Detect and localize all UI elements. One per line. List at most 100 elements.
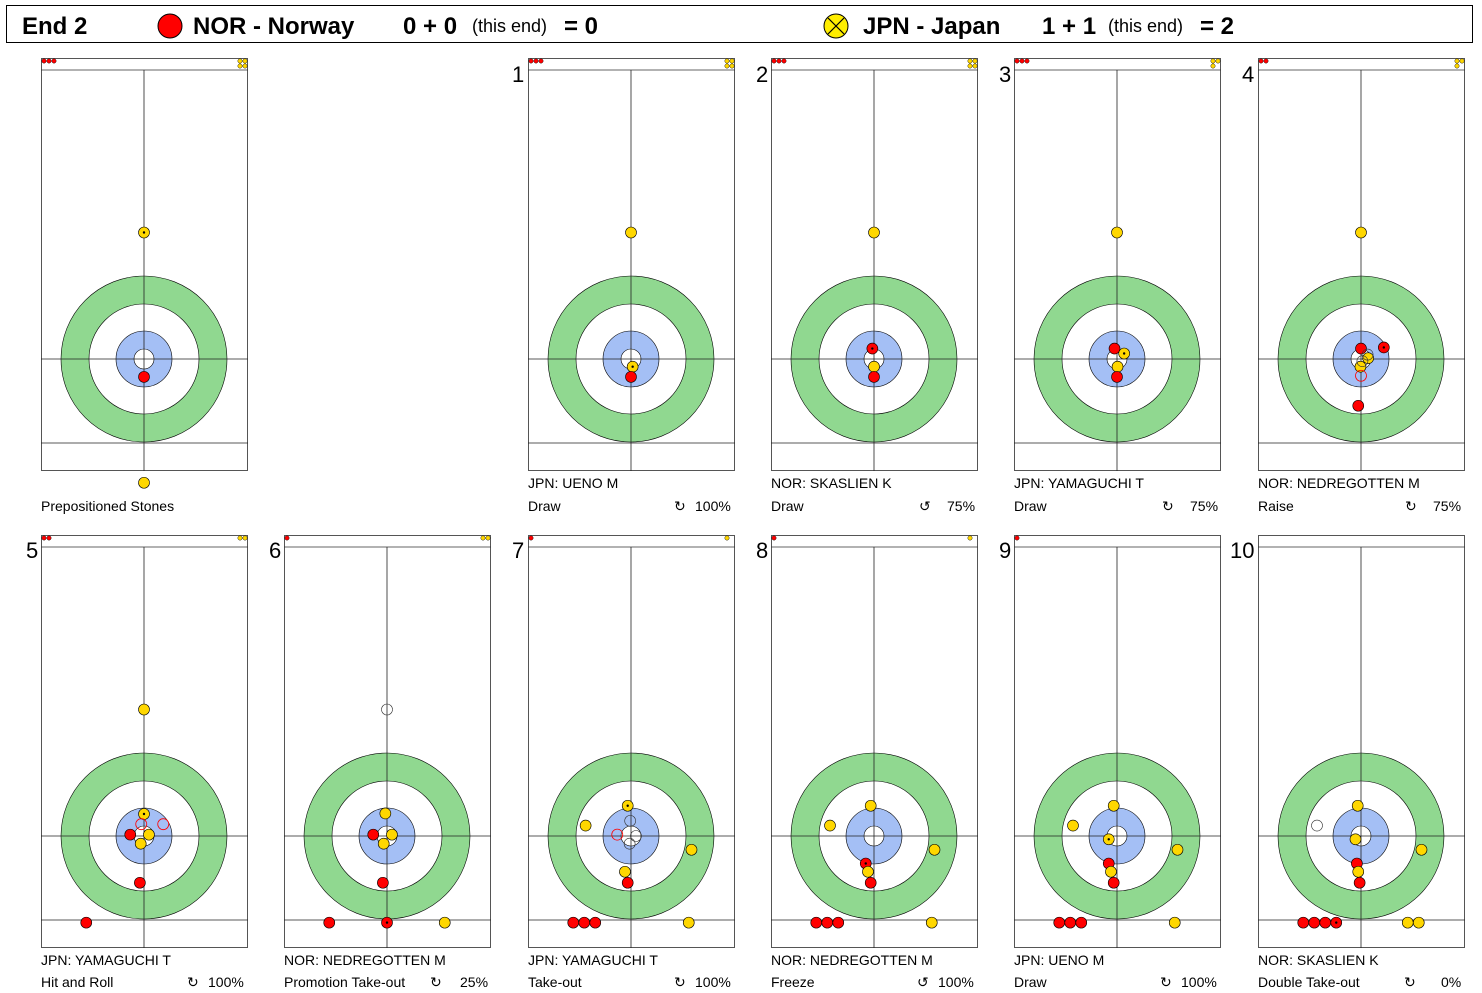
yellow-stone (579, 819, 592, 832)
remaining-red-stone (1263, 58, 1269, 64)
end-label: End 2 (22, 13, 88, 40)
red-stone (1353, 876, 1366, 889)
shot-type: Prepositioned Stones (41, 498, 175, 514)
yellow-stone (138, 703, 150, 716)
shot-number: 4 (1242, 62, 1255, 87)
shot-number: 9 (999, 538, 1012, 563)
red-stone (124, 828, 137, 841)
shot-percent: 100% (1181, 974, 1217, 990)
remaining-red-stone (771, 58, 777, 64)
yellow-stone (377, 837, 390, 850)
yellow-stone (1401, 916, 1414, 929)
remaining-yellow-stone (729, 63, 735, 69)
remaining-yellow-stone (724, 58, 730, 64)
red-stone (1319, 916, 1332, 929)
yellow-stone (1415, 843, 1428, 856)
remaining-yellow-stone (480, 535, 486, 541)
player-name: JPN: UENO M (1014, 952, 1105, 968)
shot-type: Hit and Roll (41, 974, 114, 990)
last-thrown-marker (1382, 346, 1386, 349)
red-stone (567, 916, 580, 929)
player-name: JPN: YAMAGUCHI T (1014, 475, 1144, 491)
shot-type: Draw (528, 498, 561, 514)
red-stone (134, 876, 146, 889)
yellow-stone (386, 828, 398, 841)
yellow-stone (143, 828, 155, 841)
sheet-shot-9 (1014, 535, 1221, 948)
red-stone (1053, 916, 1066, 929)
sheet-shot-4 (1258, 58, 1465, 471)
remaining-yellow-stone (1210, 58, 1216, 64)
last-thrown-marker (626, 804, 629, 807)
remaining-red-stone (528, 535, 534, 541)
remaining-yellow-stone (729, 58, 735, 64)
yellow-stone (868, 226, 880, 239)
remaining-yellow-stone (972, 63, 978, 69)
sheet-shot-3 (1014, 58, 1221, 471)
yellow-stone (379, 807, 392, 820)
yellow-stone (868, 360, 880, 373)
player-name: NOR: NEDREGOTTEN M (284, 952, 446, 968)
remaining-yellow-stone (237, 58, 243, 64)
yellow-stone (1355, 226, 1367, 239)
yellow-stone (925, 916, 938, 929)
red-stone (138, 371, 150, 383)
rotation-icon: ↻ (187, 974, 199, 990)
remaining-yellow-stone (967, 58, 973, 64)
rotation-icon: ↻ (1162, 498, 1174, 514)
remaining-yellow-stone (485, 535, 491, 541)
last-thrown-marker (142, 812, 146, 816)
remaining-red-stone (284, 535, 290, 541)
remaining-yellow-stone (1454, 58, 1460, 64)
remaining-yellow-stone (724, 63, 730, 69)
yellow-stone (1171, 843, 1184, 856)
red-stone (1308, 916, 1321, 929)
red-stone (1297, 916, 1310, 929)
stone-previous-position (1356, 355, 1369, 368)
red-stone (367, 828, 380, 841)
red-stone (1075, 916, 1088, 929)
stone-previous-position (630, 830, 642, 842)
last-thrown-marker (1107, 838, 1110, 841)
last-thrown-marker (631, 365, 634, 368)
team1-name: NOR - Norway (193, 13, 355, 40)
remaining-yellow-stone (1215, 58, 1221, 64)
red-stone-previous-position (1355, 369, 1367, 382)
rotation-icon: ↺ (917, 974, 929, 990)
norway-stone-icon (157, 13, 183, 39)
sheet-shot-2 (771, 58, 978, 471)
red-stone (323, 916, 336, 929)
red-stone (625, 371, 637, 383)
red-stone (810, 916, 823, 929)
yellow-stone (824, 819, 836, 832)
red-stone (1352, 399, 1365, 412)
sheet-outline (284, 535, 491, 948)
player-name: JPN: UENO M (528, 475, 619, 491)
rotation-icon: ↻ (430, 974, 442, 990)
shot-percent: 75% (1190, 498, 1219, 514)
player-name: JPN: YAMAGUCHI T (41, 952, 171, 968)
shot-type: Take-out (528, 974, 582, 990)
red-stone-previous-position (135, 818, 148, 831)
sheet-outline (771, 535, 978, 948)
team2-total: = 2 (1200, 13, 1235, 40)
japan-stone-icon (823, 13, 849, 39)
shot-number: 10 (1230, 538, 1255, 563)
red-stone (1111, 371, 1123, 383)
sheet-outline (528, 58, 735, 471)
last-thrown-marker (1335, 921, 1338, 924)
yellow-stone (1351, 799, 1364, 812)
red-stone (1108, 342, 1121, 355)
shot-type: Promotion Take-out (284, 974, 406, 990)
player-name: JPN: YAMAGUCHI T (528, 952, 658, 968)
shot-percent: 100% (208, 974, 244, 990)
sheet-outline (1258, 58, 1465, 471)
red-stone (821, 916, 834, 929)
rotation-icon: ↻ (1404, 974, 1416, 990)
remaining-red-stone (46, 535, 52, 541)
yellow-stone (1111, 226, 1123, 239)
remaining-yellow-stone (967, 535, 973, 541)
yellow-stone (1107, 799, 1120, 812)
remaining-yellow-stone (242, 58, 248, 64)
sheet-outline (1014, 535, 1221, 948)
